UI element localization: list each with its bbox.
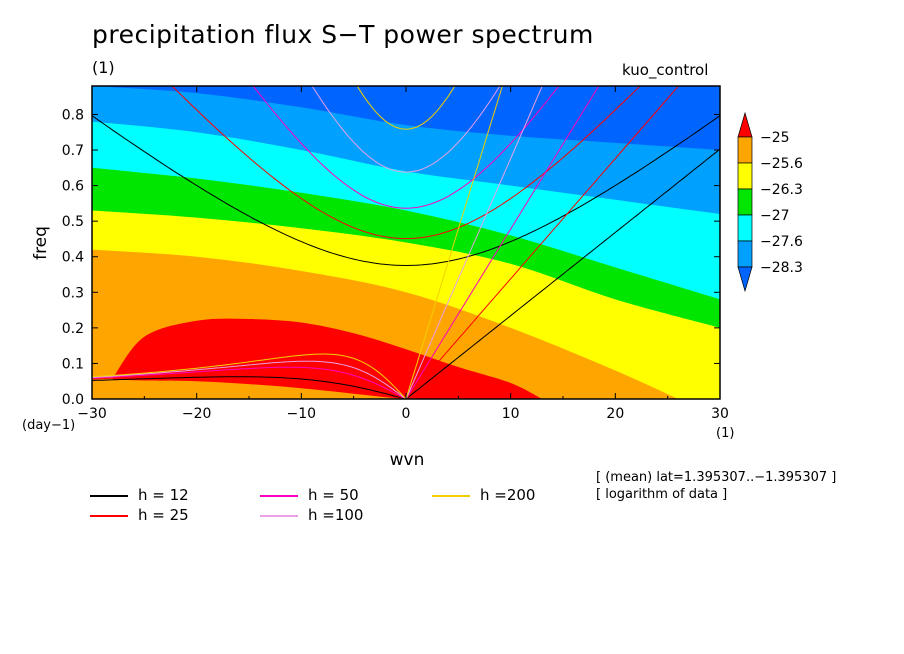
contour-fill-layer — [92, 86, 720, 399]
y-tick-label: 0.5 — [62, 214, 84, 230]
colorbar-label: −27.6 — [760, 234, 803, 250]
kelvin-curve-h50 — [405, 86, 600, 399]
legend-swatch — [432, 495, 470, 497]
plot-area: −30 −20 −10 0 10 20 30 0.00.10.20.30.40.50.60.… — [62, 85, 729, 422]
x-unit-label: (1) — [716, 426, 734, 441]
gravity-curve-h25 — [171, 86, 641, 240]
legend-swatch — [90, 515, 128, 517]
y-unit-label: (day−1) — [22, 418, 75, 433]
colorbar-swatch — [737, 136, 753, 164]
y-axis: 0.0 0.1 0.2 0.3 0.4 0.5 0.6 0.7 0.8 — [62, 107, 720, 408]
notes: [ (mean) lat=1.395307..−1.395307 ] [ log… — [596, 469, 836, 503]
x-axis-label: wvn — [390, 450, 425, 470]
y-tick-label: 0.6 — [62, 179, 84, 195]
colorbar-swatch — [737, 240, 753, 268]
y-tick-label: 0.4 — [62, 250, 84, 266]
kelvin-curve-h200 — [405, 86, 503, 399]
x-tick-label: −20 — [182, 406, 212, 422]
legend-swatch — [260, 495, 298, 497]
note-logarithm: [ logarithm of data ] — [596, 487, 728, 502]
colorbar-label: −26.3 — [760, 182, 803, 198]
legend-label: h = 25 — [138, 506, 189, 524]
y-tick-label: 0.7 — [62, 143, 84, 159]
colorbar: −25 −25.6 −26.3 −27 −27.6 −28.3 — [737, 111, 803, 293]
colorbar-bottom-arrow — [737, 266, 753, 293]
rossby-curve-h25 — [92, 371, 407, 399]
gravity-curve-h12 — [92, 115, 720, 267]
y-tick-label: 0.0 — [62, 392, 84, 408]
curve-group-h200 — [92, 86, 503, 399]
kelvin-curve-h100 — [405, 86, 543, 399]
colorbar-label: −25.6 — [760, 156, 803, 172]
colorbar-label: −27 — [760, 208, 790, 224]
curve-group-h100 — [92, 86, 543, 399]
rossby-curve-h100 — [92, 360, 407, 399]
dispersion-curves-layer — [92, 86, 720, 399]
x-tick-label: 30 — [711, 406, 729, 422]
kelvin-curve-h25 — [405, 86, 680, 399]
y-tick-label: 0.1 — [62, 356, 84, 372]
chart-title: precipitation flux S−T power spectrum — [92, 20, 594, 49]
curve-group-h50 — [92, 86, 600, 399]
colorbar-swatch — [737, 214, 753, 242]
gravity-curve-h200 — [356, 86, 456, 130]
y-tick-label: 0.8 — [62, 107, 84, 123]
y-axis-label: freq — [31, 226, 51, 260]
dataset-label: kuo_control — [622, 61, 709, 79]
legend-label: h =200 — [480, 486, 536, 504]
y-tick-label: 0.3 — [62, 285, 84, 301]
legend-label: h =100 — [308, 506, 364, 524]
rossby-curve-h200 — [92, 353, 407, 399]
colorbar-label: −28.3 — [760, 260, 803, 276]
x-tick-label: 0 — [402, 406, 411, 422]
rossby-curve-h12 — [92, 376, 407, 399]
curve-group-h12 — [92, 115, 720, 399]
colorbar-swatch — [737, 162, 753, 190]
legend-label: h = 12 — [138, 486, 189, 504]
legend-swatch — [260, 515, 298, 517]
curve-group-h25 — [92, 86, 680, 399]
kelvin-curve-h12 — [405, 148, 720, 399]
x-axis: −30 −20 −10 0 10 20 30 — [77, 86, 729, 422]
legend-label: h = 50 — [308, 486, 359, 504]
note-latitude: [ (mean) lat=1.395307..−1.395307 ] — [596, 470, 837, 485]
x-tick-label: 10 — [502, 406, 520, 422]
gravity-curve-h100 — [311, 86, 501, 173]
colorbar-top-arrow — [737, 111, 753, 138]
band-red — [112, 318, 543, 399]
colorbar-label: −25 — [760, 130, 790, 146]
legend-swatch — [90, 495, 128, 497]
x-tick-label: 20 — [606, 406, 624, 422]
gravity-curve-h50 — [252, 86, 560, 209]
x-tick-label: −10 — [287, 406, 317, 422]
chart-subtitle: (1) — [92, 58, 115, 77]
y-tick-label: 0.2 — [62, 321, 84, 337]
legend: h = 12 h = 25 h = 50 h =100 h =200 — [90, 486, 570, 526]
x-tick-label: −30 — [77, 406, 107, 422]
colorbar-swatch — [737, 188, 753, 216]
rossby-curve-h50 — [92, 366, 407, 399]
